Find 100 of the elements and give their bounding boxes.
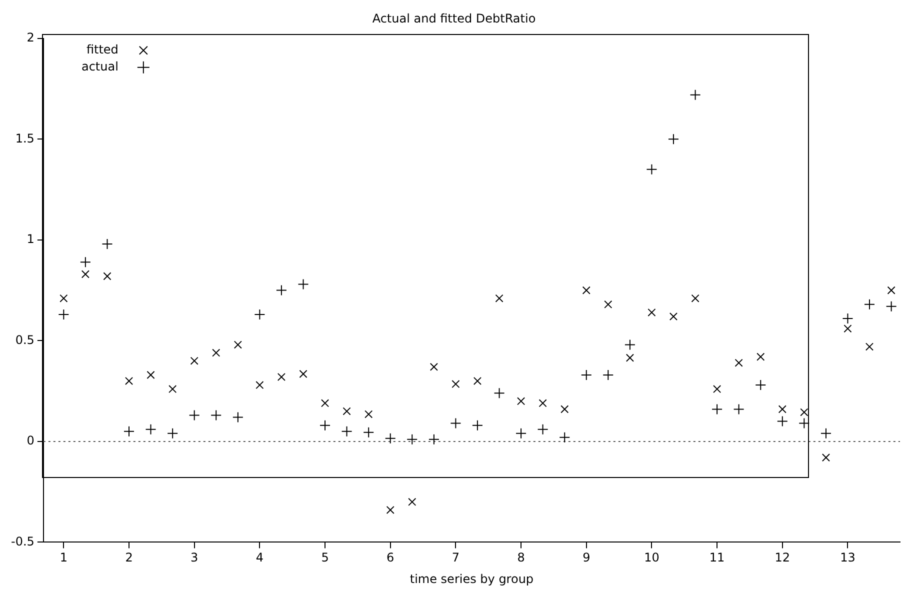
point <box>188 410 200 421</box>
point <box>864 298 875 310</box>
point <box>865 342 874 351</box>
point <box>778 405 786 414</box>
x-tick-label: 6 <box>386 550 394 565</box>
point <box>472 420 483 431</box>
point <box>167 428 178 439</box>
x-tick-label: 9 <box>582 550 590 565</box>
point <box>624 339 636 350</box>
point <box>494 388 505 399</box>
point <box>363 426 374 438</box>
point <box>320 420 331 431</box>
x-tick-label: 7 <box>452 550 460 565</box>
point <box>844 324 852 333</box>
point <box>341 426 352 437</box>
point <box>386 506 394 514</box>
point <box>822 454 830 462</box>
point <box>299 370 308 378</box>
chart-title: Actual and fitted DebtRatio <box>372 11 536 26</box>
y-tick-label: 0.5 <box>15 332 34 347</box>
point <box>384 432 396 444</box>
point <box>254 308 266 320</box>
y-tick-label: 1 <box>26 232 34 246</box>
x-tick-label: 13 <box>840 550 856 565</box>
point <box>408 498 416 506</box>
point <box>342 407 351 416</box>
point <box>691 294 700 302</box>
point <box>58 308 70 320</box>
point <box>124 376 134 386</box>
x-tick-label: 12 <box>774 550 790 565</box>
x-tick-label: 10 <box>644 550 660 565</box>
point <box>537 424 548 435</box>
point <box>669 312 678 321</box>
point <box>124 426 135 437</box>
point <box>602 369 614 380</box>
point <box>146 370 155 379</box>
point <box>538 399 547 408</box>
legend-label: fitted <box>86 42 118 57</box>
point <box>733 404 744 415</box>
point <box>428 434 440 445</box>
y-tick-label: 0 <box>26 434 34 448</box>
point <box>364 410 373 418</box>
point <box>690 89 701 100</box>
point <box>320 399 330 408</box>
point <box>103 272 112 280</box>
point <box>190 356 198 365</box>
point <box>276 284 287 296</box>
point <box>452 380 460 388</box>
y-tick-label: 1.5 <box>15 131 34 146</box>
x-tick-label: 2 <box>125 550 133 565</box>
legend-label: actual <box>81 60 118 74</box>
point <box>646 164 658 175</box>
point <box>820 428 832 439</box>
point <box>776 416 788 427</box>
point <box>734 358 743 367</box>
x-tick-label: 8 <box>517 550 525 565</box>
point <box>842 313 854 324</box>
x-tick-label: 4 <box>256 550 264 565</box>
x-tick-label: 1 <box>60 550 68 565</box>
point <box>168 385 177 394</box>
point <box>887 286 896 294</box>
point <box>800 408 808 416</box>
point <box>212 348 220 357</box>
point <box>210 410 222 421</box>
point <box>102 238 113 250</box>
point <box>756 352 765 361</box>
point <box>560 405 569 414</box>
point <box>298 278 309 290</box>
point <box>582 286 590 294</box>
point <box>81 270 90 278</box>
point <box>232 412 244 423</box>
point <box>798 418 810 429</box>
point <box>886 300 897 312</box>
point <box>234 340 242 349</box>
y-tick-label: -0.5 <box>10 534 34 548</box>
point <box>580 369 592 380</box>
point <box>516 428 527 439</box>
point <box>60 294 68 302</box>
point <box>473 376 482 386</box>
x-tick-label: 3 <box>190 550 198 565</box>
point <box>430 362 438 371</box>
x-tick-label: 5 <box>321 550 329 565</box>
point <box>495 294 504 302</box>
point <box>755 380 766 391</box>
point <box>256 380 264 390</box>
point <box>277 372 286 381</box>
point <box>713 385 722 394</box>
point <box>604 300 612 308</box>
point <box>648 308 656 317</box>
point <box>626 354 634 362</box>
point <box>668 134 679 145</box>
y-tick-label: 2 <box>26 30 34 45</box>
point <box>80 256 91 268</box>
x-axis-title: time series by group <box>410 572 534 586</box>
point <box>145 424 156 435</box>
point <box>517 397 526 406</box>
point <box>450 418 462 429</box>
point <box>712 404 723 415</box>
point <box>406 434 418 445</box>
x-tick-label: 11 <box>709 550 725 565</box>
